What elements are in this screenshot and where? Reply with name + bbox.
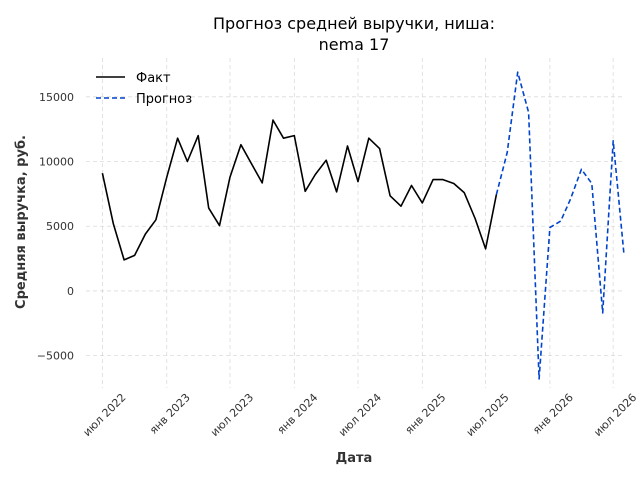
y-tick-label: 5000 bbox=[46, 220, 74, 233]
series-line-fact bbox=[101, 119, 498, 261]
series-line-forecast bbox=[495, 71, 625, 380]
series-layer bbox=[101, 71, 625, 380]
chart-title-line-2: nema 17 bbox=[319, 35, 390, 54]
y-axis-label: Средняя выручка, руб. bbox=[14, 135, 29, 309]
legend-label-forecast: Прогноз bbox=[136, 92, 192, 107]
legend-label-fact: Факт bbox=[136, 71, 171, 86]
y-tick-label: 0 bbox=[67, 285, 74, 298]
x-axis-label: Дата bbox=[336, 451, 373, 466]
y-tick-label: 10000 bbox=[39, 156, 74, 169]
y-tick-label: 15000 bbox=[39, 91, 74, 104]
y-tick-label: −5000 bbox=[37, 350, 74, 363]
legend: Факт Прогноз bbox=[96, 71, 192, 107]
chart-title-line-1: Прогноз средней выручки, ниша: bbox=[213, 14, 495, 33]
grid bbox=[86, 58, 624, 388]
